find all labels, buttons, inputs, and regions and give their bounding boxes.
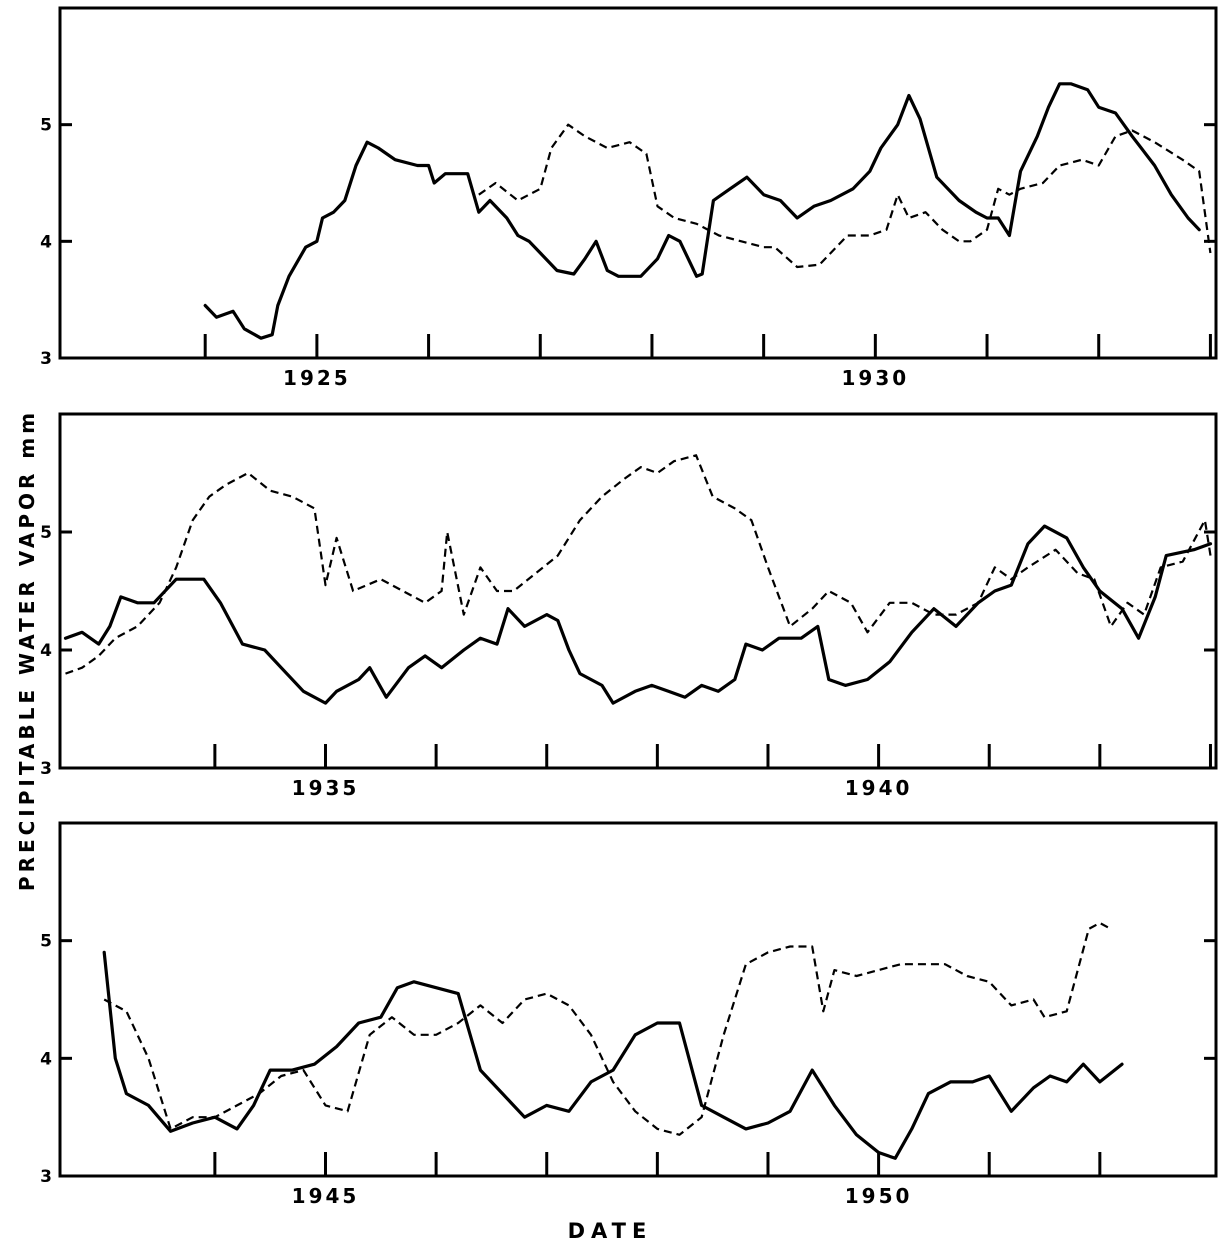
- plot-frame: [58, 821, 1218, 1178]
- x-tick-label: 1935: [292, 776, 360, 800]
- y-tick-label: 5: [40, 116, 52, 136]
- x-tick-label: 1925: [283, 366, 351, 390]
- series-line-dashed: [65, 454, 1212, 675]
- y-tick-label: 4: [40, 1049, 52, 1069]
- x-axis-label: DATE: [568, 1219, 653, 1243]
- x-tick-label: 1940: [845, 776, 913, 800]
- series-line-solid: [63, 524, 1213, 705]
- series-line-dashed: [103, 921, 1112, 1136]
- series-line-dashed: [478, 123, 1212, 269]
- chart-panel-2: 3 4 5 1935 1940: [40, 412, 1218, 800]
- y-tick-label: 5: [40, 523, 52, 543]
- chart-panel-1: 3 4 5 1925 1930: [40, 6, 1218, 390]
- y-tick-label: 4: [40, 641, 52, 661]
- chart-panels: 3 4 5 1925 1930 3 4 5 1935 1940 3 4 5 1945 1950: [40, 6, 1218, 1208]
- x-tick-label: 1950: [845, 1184, 913, 1208]
- y-tick-label: 4: [40, 232, 52, 252]
- plot-frame: [58, 6, 1218, 360]
- y-axis-label: PRECIPITABLE WATER VAPOR mm: [15, 409, 39, 891]
- x-tick-label: 1930: [842, 366, 910, 390]
- y-tick-label: 3: [40, 1167, 52, 1187]
- y-tick-label: 3: [40, 349, 52, 369]
- y-tick-label: 5: [40, 932, 52, 952]
- series-line-solid: [102, 950, 1124, 1160]
- series-line-solid: [203, 82, 1201, 340]
- y-tick-label: 3: [40, 759, 52, 779]
- plot-frame: [58, 412, 1218, 770]
- x-tick-label: 1945: [292, 1184, 360, 1208]
- chart-panel-3: 3 4 5 1945 1950: [40, 821, 1218, 1208]
